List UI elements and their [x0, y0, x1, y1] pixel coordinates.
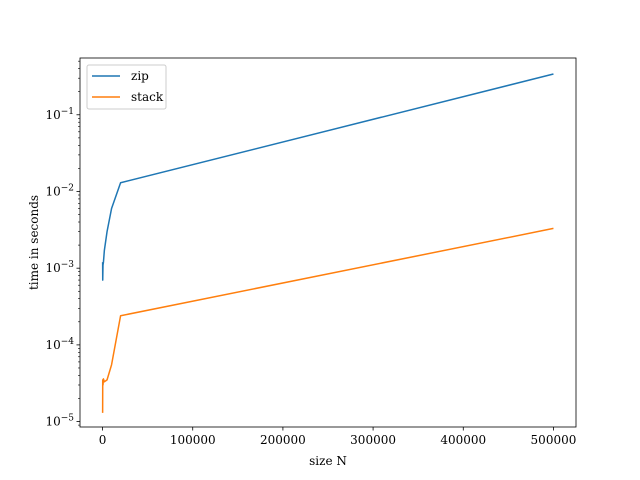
y-tick-label: 10−5 [45, 414, 74, 429]
legend-label-zip: zip [131, 69, 149, 83]
x-tick-label: 200000 [260, 433, 306, 447]
x-tick-label: 400000 [440, 433, 486, 447]
legend: zip stack [86, 64, 167, 110]
y-tick-label: 10−2 [45, 183, 74, 198]
x-tick-label: 300000 [350, 433, 396, 447]
x-tick-label: 100000 [170, 433, 216, 447]
series-line-zip [101, 73, 554, 281]
x-axis-label: size N [309, 454, 347, 468]
y-tick-label: 10−4 [45, 337, 74, 352]
series-line-stack [101, 227, 554, 413]
y-tick-label: 10−1 [45, 107, 74, 122]
x-axis: 0 100000 200000 300000 400000 500000 [99, 427, 577, 447]
axes-frame [79, 57, 577, 428]
series-layer [101, 73, 554, 413]
y-tick-label: 10−3 [45, 260, 74, 275]
legend-label-stack: stack [131, 90, 164, 104]
x-tick-label: 0 [99, 433, 107, 447]
y-axis: 10−5 10−4 10−3 10−2 10−1 [45, 60, 80, 429]
x-tick-label: 500000 [531, 433, 577, 447]
y-axis-label: time in seconds [27, 195, 41, 290]
